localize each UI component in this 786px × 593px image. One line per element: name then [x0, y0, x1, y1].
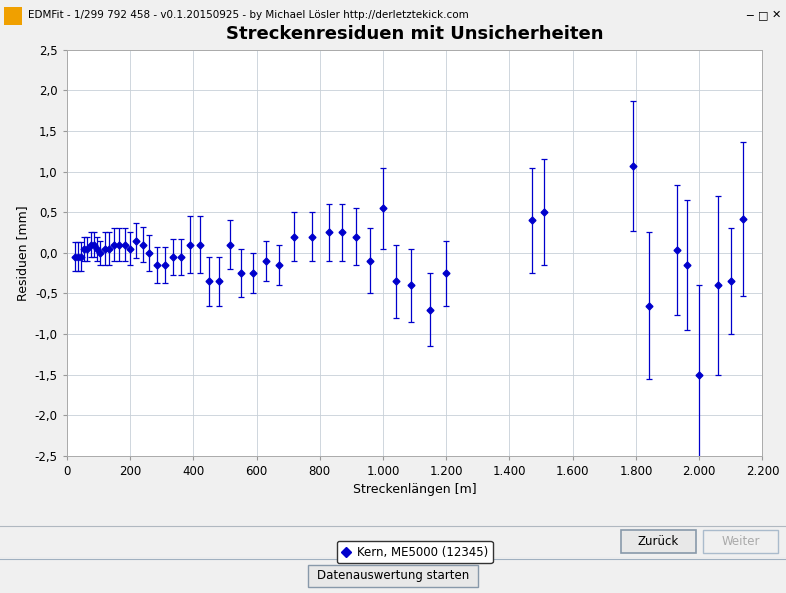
- Bar: [4, 7, 22, 25]
- X-axis label: Streckenlängen [m]: Streckenlängen [m]: [353, 483, 476, 496]
- FancyBboxPatch shape: [308, 565, 478, 587]
- Title: Streckenresiduen mit Unsicherheiten: Streckenresiduen mit Unsicherheiten: [226, 25, 604, 43]
- FancyBboxPatch shape: [621, 530, 696, 553]
- Text: Zurück: Zurück: [638, 535, 679, 548]
- Text: EDMFit - 1/299 792 458 - v0.1.20150925 - by Michael Lösler http://derletztekick.: EDMFit - 1/299 792 458 - v0.1.20150925 -…: [28, 10, 468, 20]
- Y-axis label: Residuen [mm]: Residuen [mm]: [17, 205, 29, 301]
- Text: ✕: ✕: [771, 10, 780, 20]
- Text: Weiter: Weiter: [722, 535, 760, 548]
- FancyBboxPatch shape: [703, 530, 778, 553]
- Text: □: □: [758, 10, 768, 20]
- Legend: Kern, ME5000 (12345): Kern, ME5000 (12345): [336, 541, 493, 563]
- Text: ─: ─: [747, 10, 753, 20]
- Text: Datenauswertung starten: Datenauswertung starten: [317, 569, 469, 582]
